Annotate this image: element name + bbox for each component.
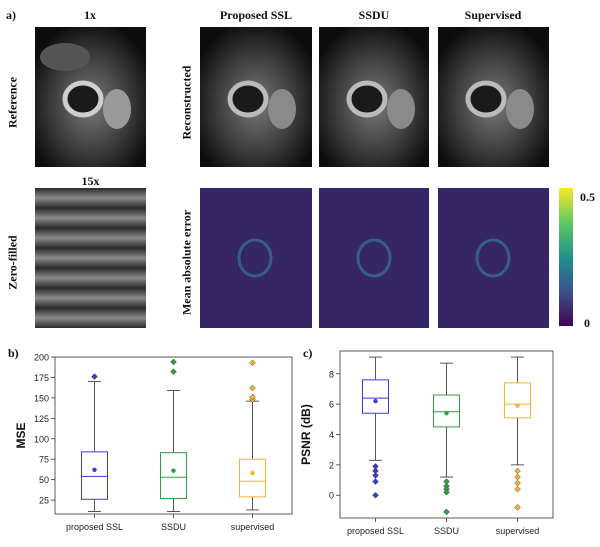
outlier-point — [514, 473, 521, 481]
x-tick-label: proposed SSL — [66, 522, 123, 532]
recon-supervised-image — [438, 27, 549, 167]
y-tick-label: 2 — [329, 460, 334, 470]
outlier-point — [170, 358, 177, 366]
mae-proposed-image — [200, 188, 312, 328]
y-tick-label: 75 — [39, 455, 49, 465]
row-title-mae: Mean absolute error — [179, 209, 194, 316]
y-tick-label: 50 — [39, 475, 49, 485]
mean-point — [250, 470, 255, 476]
y-tick-label: 6 — [329, 400, 334, 410]
y-tick-label: 25 — [39, 496, 49, 506]
panel-label-b: b) — [8, 346, 19, 360]
outlier-point — [249, 393, 256, 401]
panel-label-c: c) — [303, 346, 313, 360]
title-1x: 1x — [84, 8, 96, 22]
box-1 — [160, 452, 187, 499]
y-tick-label: 0 — [329, 491, 334, 501]
mse-boxplot: 25 50 75 100 125 150 175 200 MSE proposed SSL SSDU… — [14, 353, 293, 532]
mean-point — [515, 403, 520, 408]
colorbar-min-label: 0 — [584, 316, 590, 330]
reference-image — [35, 27, 146, 167]
y-tick-label: 100 — [34, 434, 49, 444]
col-title-ssdu: SSDU — [358, 8, 390, 22]
col-title-proposed: Proposed SSL — [219, 8, 293, 22]
mean-point — [444, 411, 449, 416]
outlier-point — [443, 508, 450, 516]
colorbar — [559, 188, 573, 326]
panel-label-a: a) — [6, 8, 16, 22]
recon-ssdu-image — [319, 27, 429, 167]
y-tick-label: 8 — [329, 369, 334, 379]
mean-point — [373, 398, 378, 404]
outlier-point — [249, 384, 256, 392]
recon-proposed-image — [200, 27, 312, 167]
col-title-supervised: Supervised — [464, 8, 522, 22]
outlier-point — [372, 472, 379, 479]
y-tick-label: 200 — [34, 353, 49, 363]
outlier-point — [514, 504, 521, 511]
row-title-zero-filled: Zero-filled — [5, 235, 20, 290]
mae-supervised-image — [438, 188, 549, 328]
colorbar-max-label: 0.5 — [580, 190, 595, 204]
mae-ssdu-image — [319, 188, 429, 328]
box-1 — [433, 394, 460, 428]
outlier-point — [372, 491, 379, 499]
row-title-reconstructed: Reconstructed — [179, 65, 194, 140]
zero-filled-image — [35, 188, 146, 328]
outlier-point — [170, 368, 177, 376]
x-tick-label: proposed SSL — [347, 526, 404, 536]
outlier-point — [514, 479, 521, 487]
y-tick-label: 4 — [329, 430, 334, 440]
mean-point — [92, 467, 97, 473]
psnr-boxplot: 0 2 4 6 8 PSNR (dB) proposed SSL SSDU supervised — [300, 350, 554, 536]
y-tick-label: 125 — [34, 414, 49, 424]
y-tick-label: 150 — [34, 393, 49, 403]
title-15x: 15x — [81, 174, 100, 188]
box-0 — [362, 379, 389, 414]
y-axis-label: MSE — [14, 422, 28, 448]
mean-point — [171, 468, 176, 473]
x-tick-label: SSDU — [161, 522, 186, 532]
x-tick-label: SSDU — [434, 526, 459, 536]
y-tick-label: 175 — [34, 373, 49, 383]
x-tick-label: supervised — [496, 526, 540, 536]
box-2 — [239, 458, 266, 498]
outlier-point — [514, 467, 521, 475]
x-tick-label: supervised — [231, 522, 275, 532]
row-title-reference: Reference — [5, 76, 20, 129]
box-2 — [504, 382, 531, 419]
outlier-point — [249, 359, 256, 367]
outlier-point — [372, 478, 379, 485]
outlier-point — [443, 488, 450, 496]
y-axis-label: PSNR (dB) — [300, 404, 313, 465]
outlier-point — [91, 373, 98, 380]
box-0 — [81, 451, 108, 500]
outlier-point — [514, 485, 521, 493]
